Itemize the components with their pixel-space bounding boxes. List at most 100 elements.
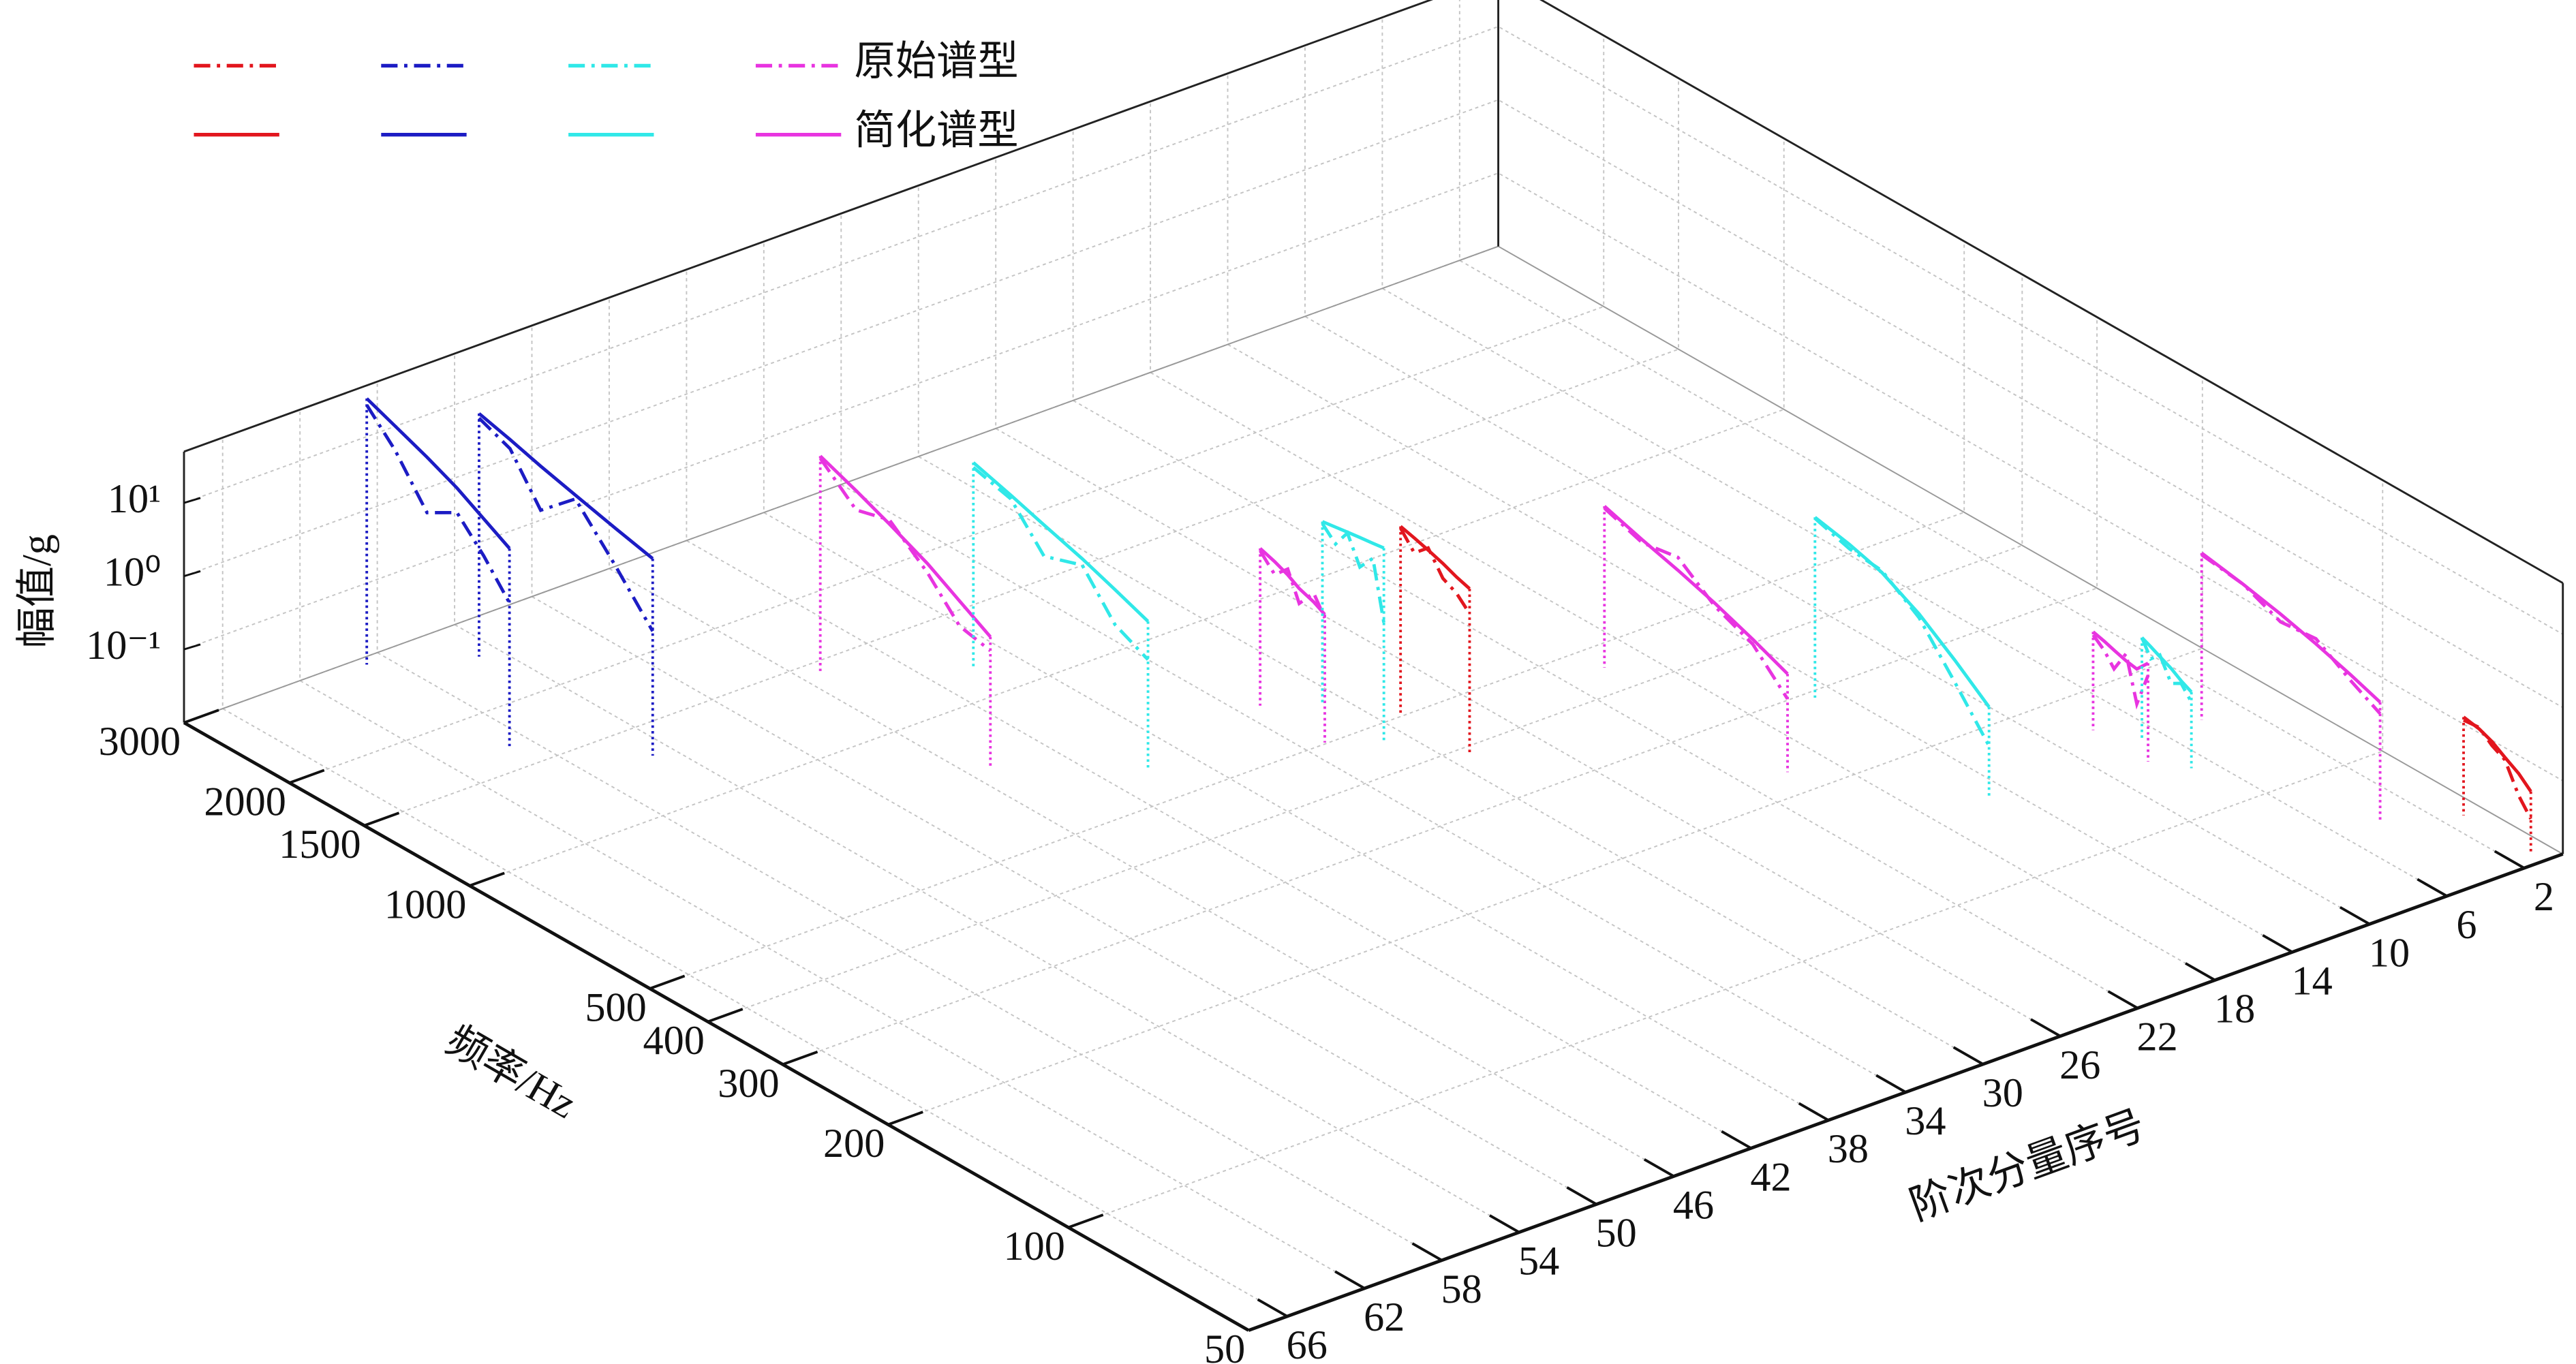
y-tick bbox=[1952, 1046, 1984, 1066]
grid-line bbox=[1227, 73, 2293, 953]
x-tick-label: 200 bbox=[823, 1121, 885, 1166]
grid-line bbox=[1068, 480, 2384, 1228]
x-tick-label: 50 bbox=[1204, 1327, 1245, 1364]
simplified-line bbox=[1259, 547, 1326, 616]
original-line bbox=[1813, 517, 1991, 747]
y-tick bbox=[2107, 990, 2138, 1010]
z-tick-label: 10¹ bbox=[108, 476, 161, 522]
y-tick-label: 46 bbox=[1673, 1182, 1714, 1228]
y-tick bbox=[1489, 1214, 1520, 1234]
x-tick bbox=[707, 1008, 743, 1023]
y-tick bbox=[2262, 934, 2293, 954]
y-tick-label: 54 bbox=[1518, 1239, 1559, 1284]
original-line bbox=[2463, 718, 2532, 820]
simplified-line bbox=[478, 412, 654, 560]
axis-line bbox=[1539, 0, 2564, 585]
z-axis-title: 幅值/g bbox=[14, 534, 60, 648]
grid-line bbox=[1304, 45, 2370, 925]
grid-line bbox=[183, 99, 2564, 709]
original-line bbox=[1603, 507, 1790, 700]
grid-line bbox=[707, 274, 2023, 1023]
grid-line bbox=[469, 138, 1785, 886]
x-tick-label: 3000 bbox=[99, 719, 181, 764]
original-line bbox=[1399, 527, 1471, 615]
z-tick bbox=[183, 643, 201, 651]
y-tick-label: 22 bbox=[2137, 1014, 2178, 1060]
grid bbox=[183, 0, 2564, 1331]
original-line bbox=[2201, 553, 2382, 715]
grid-line bbox=[183, 25, 2564, 635]
x-tick-label: 1500 bbox=[279, 822, 361, 867]
simplified-line bbox=[2091, 630, 2149, 671]
x-tick-label: 400 bbox=[643, 1018, 705, 1064]
grid-line bbox=[531, 325, 1597, 1205]
simplified-line bbox=[365, 397, 511, 550]
original-line bbox=[818, 457, 992, 652]
grid-line bbox=[183, 172, 2564, 781]
simplified-line bbox=[1399, 525, 1471, 590]
axis-line bbox=[183, 0, 1434, 453]
z-tick bbox=[183, 570, 201, 577]
x-axis-title: 频率/Hz bbox=[439, 1017, 584, 1128]
y-tick bbox=[1721, 1130, 1752, 1149]
y-tick-label: 42 bbox=[1750, 1154, 1791, 1200]
y-tick bbox=[1875, 1074, 1907, 1094]
grid-line bbox=[454, 353, 1520, 1233]
simplified-line bbox=[1321, 520, 1385, 550]
original-line bbox=[2091, 634, 2150, 710]
simplified-line bbox=[2201, 551, 2382, 704]
grid-line bbox=[299, 409, 1365, 1289]
grid-line bbox=[840, 213, 1906, 1093]
grid-line bbox=[608, 297, 1674, 1177]
y-tick-label: 14 bbox=[2291, 958, 2332, 1004]
grid-line bbox=[649, 241, 1965, 989]
x-tick bbox=[649, 974, 686, 990]
original-line bbox=[478, 416, 654, 632]
y-tick bbox=[1643, 1158, 1675, 1178]
grid-line bbox=[1458, 0, 2525, 869]
grid-line bbox=[686, 269, 1752, 1149]
original-line bbox=[365, 404, 511, 604]
y-tick bbox=[1257, 1298, 1288, 1318]
x-tick bbox=[289, 769, 325, 784]
simplified-line bbox=[1813, 516, 1991, 708]
grid-line bbox=[289, 35, 1605, 784]
simplified-line bbox=[2462, 715, 2532, 792]
legend-label: 原始谱型 bbox=[855, 39, 1019, 84]
grid-line bbox=[1248, 583, 2564, 1331]
grid-line bbox=[763, 241, 1829, 1121]
y-tick-label: 66 bbox=[1287, 1322, 1328, 1364]
x-tick bbox=[1068, 1213, 1104, 1229]
x-tick bbox=[363, 811, 400, 827]
z-tick-label: 10⁻¹ bbox=[86, 623, 161, 668]
y-tick-label: 30 bbox=[1982, 1070, 2023, 1116]
y-tick bbox=[2494, 850, 2525, 869]
grid-line bbox=[376, 382, 1443, 1261]
y-tick bbox=[1798, 1102, 1829, 1121]
y-tick-label: 2 bbox=[2534, 874, 2554, 920]
frame bbox=[183, 0, 2564, 1332]
y-tick-label: 6 bbox=[2456, 902, 2477, 948]
y-tick-label: 62 bbox=[1364, 1295, 1405, 1340]
grid-line bbox=[995, 157, 2061, 1037]
y-tick bbox=[1411, 1242, 1443, 1262]
y-tick-label: 34 bbox=[1905, 1098, 1946, 1144]
y-tick-label: 38 bbox=[1828, 1126, 1869, 1172]
legend-label: 简化谱型 bbox=[855, 108, 1019, 153]
original-line bbox=[2140, 636, 2193, 703]
simplified-line bbox=[1603, 505, 1789, 675]
y-tick-label: 26 bbox=[2059, 1042, 2100, 1088]
y-tick-label: 10 bbox=[2369, 930, 2410, 976]
y-tick bbox=[1566, 1186, 1597, 1206]
x-tick-label: 300 bbox=[718, 1061, 779, 1106]
y-tick bbox=[1334, 1270, 1366, 1290]
original-line bbox=[972, 466, 1150, 661]
grid-line bbox=[782, 317, 2098, 1066]
y-tick bbox=[2030, 1018, 2061, 1038]
x-tick bbox=[469, 871, 505, 887]
x-tick bbox=[887, 1111, 923, 1126]
simplified-line bbox=[818, 454, 992, 638]
